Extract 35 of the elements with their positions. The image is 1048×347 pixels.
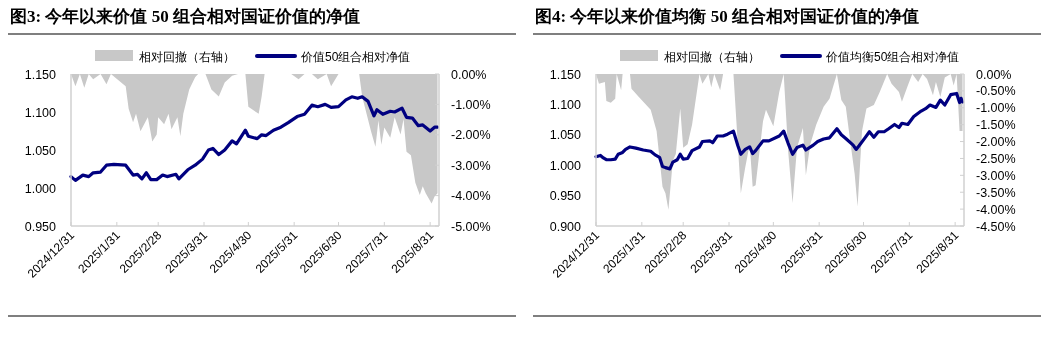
legend-label: 相对回撤（右轴） — [664, 49, 760, 64]
y2-tick-label: -0.50% — [976, 84, 1016, 99]
y2-tick-label: 0.00% — [451, 67, 487, 82]
y2-tick-label: -3.00% — [976, 168, 1016, 183]
y-tick-label: 1.000 — [549, 158, 582, 173]
y-tick-label: 1.100 — [549, 97, 582, 112]
y2-tick-label: -1.50% — [976, 118, 1016, 133]
y2-tick-label: -2.00% — [451, 128, 491, 143]
y-tick-label: 0.950 — [549, 189, 582, 204]
y2-tick-label: -4.00% — [451, 189, 491, 204]
y2-tick-label: -2.50% — [976, 151, 1016, 166]
y-tick-label: 0.900 — [549, 219, 582, 234]
y-tick-label: 0.950 — [24, 219, 57, 234]
line-series — [69, 95, 440, 182]
y2-tick-label: -5.00% — [451, 219, 491, 234]
y2-tick-label: -1.00% — [451, 97, 491, 112]
legend-label: 价值均衡50组合相对净值 — [825, 49, 960, 64]
legend-label: 价值50组合相对净值 — [300, 49, 411, 64]
chart-title: 图4: 今年以来价值均衡 50 组合相对国证价值的净值 — [535, 7, 919, 26]
legend-label: 相对回撤（右轴） — [139, 49, 235, 64]
chart-title: 图3: 今年以来价值 50 组合相对国证价值的净值 — [10, 7, 360, 26]
y-tick-label: 1.150 — [549, 67, 582, 82]
y2-tick-label: -1.00% — [976, 101, 1016, 116]
line-series — [594, 91, 965, 171]
y-tick-label: 1.100 — [24, 105, 57, 120]
y2-tick-label: -3.00% — [451, 158, 491, 173]
y2-tick-label: -4.00% — [976, 202, 1016, 217]
y2-tick-label: -4.50% — [976, 219, 1016, 234]
y-tick-label: 1.050 — [549, 128, 582, 143]
y2-tick-label: -3.50% — [976, 185, 1016, 200]
y-tick-label: 1.150 — [24, 67, 57, 82]
y-tick-label: 1.050 — [24, 143, 57, 158]
y2-tick-label: -2.00% — [976, 135, 1016, 150]
y2-tick-label: 0.00% — [976, 67, 1012, 82]
y-tick-label: 1.000 — [24, 181, 57, 196]
